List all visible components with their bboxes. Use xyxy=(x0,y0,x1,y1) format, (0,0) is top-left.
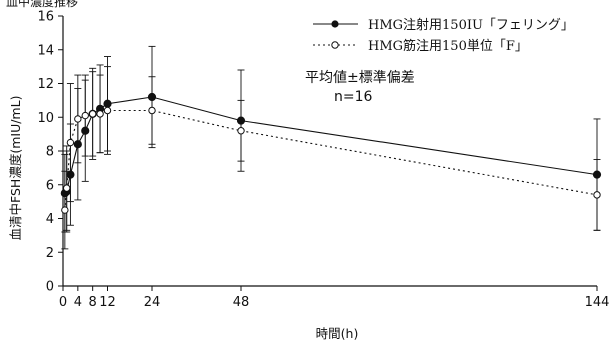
legend: HMG注射用150IU「フェリング」 HMG筋注用150単位「F」 xyxy=(313,17,574,54)
y-axis-title: 血清中FSH濃度(mIU/mL) xyxy=(8,96,23,241)
data-point xyxy=(81,111,89,120)
data-point xyxy=(63,184,71,192)
legend-marker-1 xyxy=(331,20,339,28)
y-tick-label: 4 xyxy=(46,212,54,227)
y-tick-label: 10 xyxy=(37,111,54,126)
data-point xyxy=(148,106,156,115)
data-point xyxy=(61,206,69,214)
x-tick-label: 144 xyxy=(585,295,610,310)
data-point xyxy=(74,115,82,123)
annotation-n: n=16 xyxy=(334,89,373,105)
data-point xyxy=(103,106,112,115)
y-tick-label: 12 xyxy=(37,77,54,92)
data-point xyxy=(66,138,75,147)
y-tick-label: 14 xyxy=(37,43,54,58)
data-point xyxy=(88,110,97,118)
legend-label-1: HMG注射用150IU「フェリング」 xyxy=(368,17,574,33)
data-point xyxy=(593,191,601,199)
clipped-top-text: 血中濃度推移 xyxy=(6,0,78,9)
x-tick-label: 48 xyxy=(233,295,250,310)
y-tick-label: 6 xyxy=(46,178,54,193)
x-tick-label: 0 xyxy=(59,295,67,310)
series-line xyxy=(64,96,598,194)
x-tick-label: 24 xyxy=(144,295,161,310)
data-point xyxy=(96,110,104,118)
y-tick-label: 16 xyxy=(37,10,54,25)
x-axis-title: 時間(h) xyxy=(316,326,359,341)
legend-marker-2 xyxy=(331,41,339,49)
y-tick-label: 0 xyxy=(46,280,54,295)
series-layer xyxy=(60,45,602,250)
x-tick-label: 12 xyxy=(99,295,116,310)
y-tick-label: 8 xyxy=(46,145,54,160)
series-2 xyxy=(61,66,601,250)
data-point xyxy=(237,127,245,135)
y-tick-label: 2 xyxy=(46,246,54,261)
x-tick-label: 8 xyxy=(89,295,97,310)
annotation-mean-sd: 平均値±標準偏差 xyxy=(305,70,415,86)
legend-label-2: HMG筋注用150単位「F」 xyxy=(368,38,528,54)
x-tick-label: 4 xyxy=(74,295,82,310)
series-line xyxy=(64,109,598,211)
